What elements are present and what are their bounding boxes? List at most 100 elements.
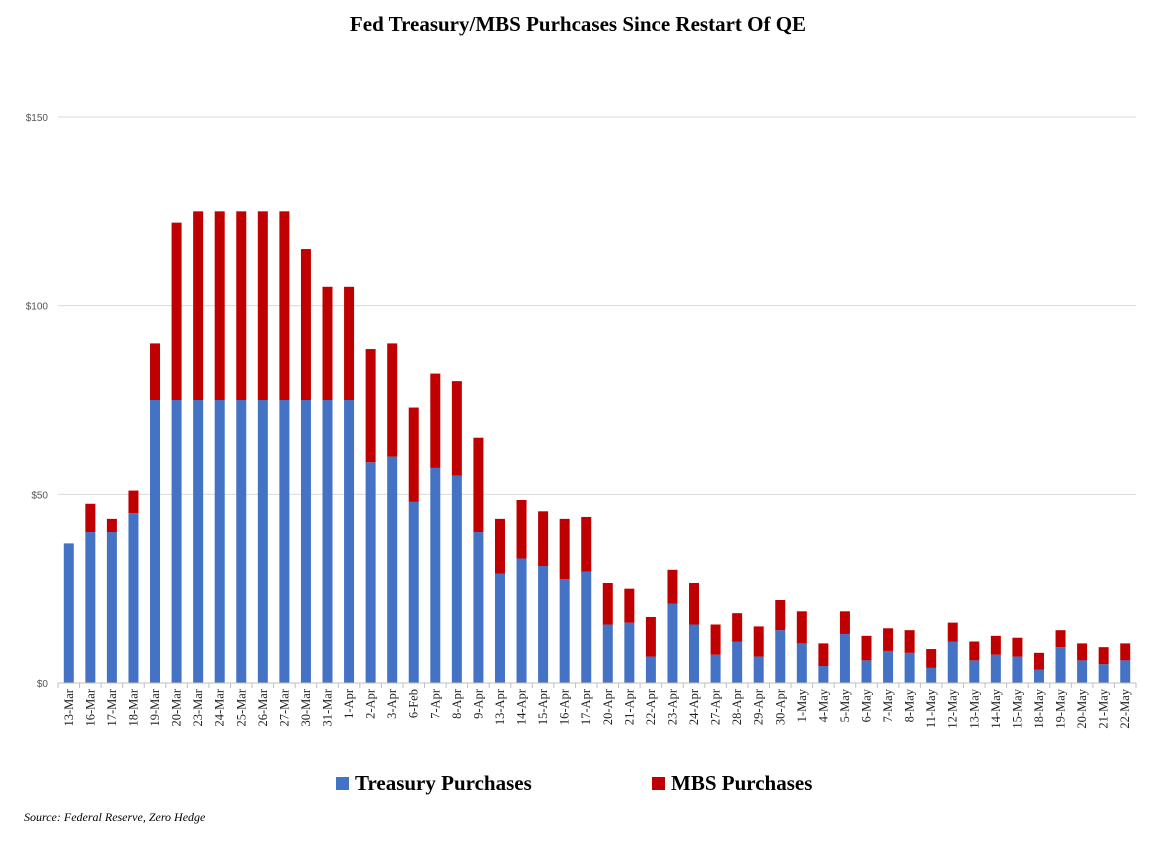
bar-treasury (214, 400, 225, 683)
x-tick-label: 16-Apr (558, 688, 572, 725)
bar-mbs (775, 599, 786, 631)
bar-mbs (494, 518, 505, 574)
bar-mbs (926, 649, 937, 668)
legend-label-treasury: Treasury Purchases (355, 771, 532, 795)
bar-treasury (1098, 664, 1109, 683)
x-tick-label: 3-Apr (385, 688, 399, 719)
bar-treasury (753, 656, 764, 683)
bar-treasury (322, 400, 333, 683)
x-tick-label: 20-Mar (170, 688, 184, 726)
bar-mbs (408, 407, 419, 502)
bar-treasury (171, 400, 182, 683)
x-tick-label: 24-Apr (687, 688, 701, 725)
x-axis-ticks: 13-Mar 16-Mar 17-Mar 18-Mar 19-Mar 20-Mar 23-M… (62, 688, 1132, 728)
x-tick-label: 28-Apr (730, 688, 744, 725)
bar-treasury (63, 543, 74, 683)
x-tick-label: 2-Apr (364, 688, 378, 719)
bar-mbs (1055, 630, 1066, 648)
bar-mbs (1120, 643, 1131, 661)
bars (63, 211, 1131, 683)
x-tick-label: 9-Apr (471, 688, 485, 719)
x-tick-label: 27-Mar (277, 688, 291, 726)
bar-mbs (667, 569, 678, 604)
bar-treasury (926, 667, 937, 683)
bar-treasury (300, 400, 311, 683)
bar-mbs (947, 622, 958, 642)
bar-mbs (344, 286, 355, 400)
bar-mbs (818, 643, 829, 667)
y-tick-label: $0 (37, 679, 49, 690)
bar-treasury (602, 624, 613, 683)
bar-mbs (883, 628, 894, 651)
bar-mbs (85, 503, 96, 533)
bar-treasury (106, 532, 117, 683)
x-tick-label: 1-Apr (342, 688, 356, 719)
x-tick-label: 6-Feb (407, 689, 421, 718)
bar-mbs (322, 286, 333, 400)
x-tick-label: 8-May (903, 688, 917, 722)
x-tick-label: 22-May (1118, 688, 1132, 728)
bar-treasury (818, 666, 829, 683)
x-tick-label: 13-May (967, 688, 981, 728)
x-tick-label: 14-Apr (515, 688, 529, 725)
x-tick-label: 26-Mar (256, 688, 270, 726)
bar-mbs (645, 616, 656, 657)
bar-mbs (193, 211, 204, 400)
x-tick-label: 8-Apr (450, 688, 464, 719)
bar-mbs (904, 630, 915, 653)
bar-treasury (236, 400, 247, 683)
chart-title: Fed Treasury/MBS Purhcases Since Restart… (349, 12, 807, 36)
x-axis (57, 682, 1137, 688)
bar-mbs (257, 211, 268, 400)
bar-treasury (516, 558, 527, 683)
bar-mbs (171, 222, 182, 400)
bar-mbs (451, 381, 462, 476)
y-tick-label: $100 (26, 302, 49, 313)
bar-treasury (861, 660, 872, 683)
bar-treasury (796, 643, 807, 683)
x-tick-label: 11-May (924, 688, 938, 728)
bar-mbs (990, 635, 1001, 655)
bar-mbs (689, 583, 700, 625)
x-tick-label: 31-Mar (321, 688, 335, 726)
bar-treasury (732, 641, 743, 683)
bar-mbs (581, 516, 592, 572)
x-tick-label: 4-May (816, 688, 830, 722)
bar-treasury (990, 654, 1001, 683)
bar-treasury (473, 532, 484, 683)
bar-treasury (1077, 660, 1088, 683)
bar-treasury (1012, 656, 1023, 683)
bar-treasury (559, 579, 570, 683)
x-tick-label: 24-Mar (213, 688, 227, 726)
x-tick-label: 25-Mar (234, 688, 248, 726)
bar-mbs (430, 373, 441, 468)
x-tick-label: 6-May (860, 688, 874, 722)
x-tick-label: 19-May (1054, 688, 1068, 728)
bar-treasury (344, 400, 355, 683)
bar-treasury (150, 400, 161, 683)
bar-mbs (710, 624, 721, 655)
bar-treasury (193, 400, 204, 683)
x-tick-label: 20-Apr (601, 688, 615, 725)
bar-treasury (257, 400, 268, 683)
x-tick-label: 13-Apr (493, 688, 507, 725)
x-tick-label: 12-May (946, 688, 960, 728)
bar-mbs (300, 249, 311, 400)
bar-treasury (969, 660, 980, 683)
bar-mbs (365, 349, 376, 463)
bar-treasury (710, 654, 721, 683)
bar-mbs (1033, 652, 1044, 670)
bar-treasury (538, 566, 549, 683)
bar-treasury (947, 641, 958, 683)
x-tick-label: 17-Mar (105, 688, 119, 726)
source-note: Source: Federal Reserve, Zero Hedge (24, 810, 206, 824)
x-tick-label: 15-May (1010, 688, 1024, 728)
bar-mbs (559, 518, 570, 580)
x-tick-label: 20-May (1075, 688, 1089, 728)
x-tick-label: 13-Mar (62, 688, 76, 726)
bar-treasury (624, 622, 635, 683)
bar-mbs (753, 626, 764, 657)
x-tick-label: 7-May (881, 688, 895, 722)
bar-mbs (538, 511, 549, 567)
